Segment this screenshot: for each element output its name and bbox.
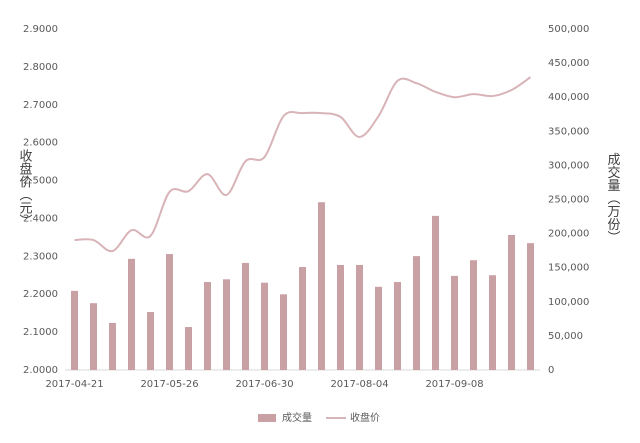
legend-label: 成交量 <box>282 411 312 424</box>
legend-swatch <box>258 414 276 422</box>
bar <box>470 260 477 370</box>
y-tick-label: 2.2000 <box>23 289 58 300</box>
bar <box>147 312 154 370</box>
bar <box>508 234 515 370</box>
bar <box>223 279 230 370</box>
bar <box>318 202 325 370</box>
y2-tick-label: 350,000 <box>548 126 589 137</box>
y2-axis-title: 成交量（万份） <box>605 153 621 244</box>
y2-tick-label: 400,000 <box>548 92 589 103</box>
bar <box>280 294 287 370</box>
bar <box>204 282 211 370</box>
x-tick-label: 2017-06-30 <box>235 379 293 390</box>
y2-tick-label: 450,000 <box>548 58 589 69</box>
y2-tick-label: 0 <box>548 365 554 376</box>
y-tick-label: 2.7000 <box>23 100 58 111</box>
bar <box>109 322 116 370</box>
bar <box>128 258 135 370</box>
bar <box>242 262 249 370</box>
x-tick-label: 2017-09-08 <box>425 379 483 390</box>
bar <box>185 327 192 370</box>
y-tick-label: 2.3000 <box>23 251 58 262</box>
x-tick-label: 2017-05-26 <box>140 379 198 390</box>
y2-tick-label: 100,000 <box>548 297 589 308</box>
y2-tick-label: 50,000 <box>548 331 583 342</box>
y-tick-label: 2.5000 <box>23 176 58 187</box>
bar <box>527 243 534 370</box>
bar <box>413 256 420 370</box>
bar <box>356 264 363 370</box>
bar <box>451 275 458 370</box>
bar <box>375 286 382 370</box>
bar <box>489 275 496 370</box>
y-axis-title: 收盘价（元） <box>17 149 33 227</box>
bar <box>90 303 97 370</box>
y-tick-label: 2.6000 <box>23 138 58 149</box>
x-tick-label: 2017-08-04 <box>330 379 388 390</box>
bar <box>337 264 344 370</box>
y-tick-label: 2.4000 <box>23 213 58 224</box>
bar <box>299 267 306 370</box>
line <box>74 76 532 253</box>
legend-label: 收盘价 <box>350 411 380 424</box>
bar <box>261 282 268 370</box>
y2-tick-label: 300,000 <box>548 160 589 171</box>
y2-tick-label: 500,000 <box>548 24 589 35</box>
y-tick-label: 2.8000 <box>23 62 58 73</box>
y2-tick-label: 200,000 <box>548 229 589 240</box>
x-tick-label: 2017-04-21 <box>45 379 103 390</box>
y2-tick-label: 150,000 <box>548 263 589 274</box>
bar <box>394 282 401 370</box>
bar <box>71 290 78 370</box>
y-tick-label: 2.9000 <box>23 24 58 35</box>
bar <box>432 215 439 370</box>
y-tick-label: 2.1000 <box>23 327 58 338</box>
y2-tick-label: 250,000 <box>548 195 589 206</box>
bar <box>166 254 173 370</box>
y-tick-label: 2.0000 <box>23 365 58 376</box>
